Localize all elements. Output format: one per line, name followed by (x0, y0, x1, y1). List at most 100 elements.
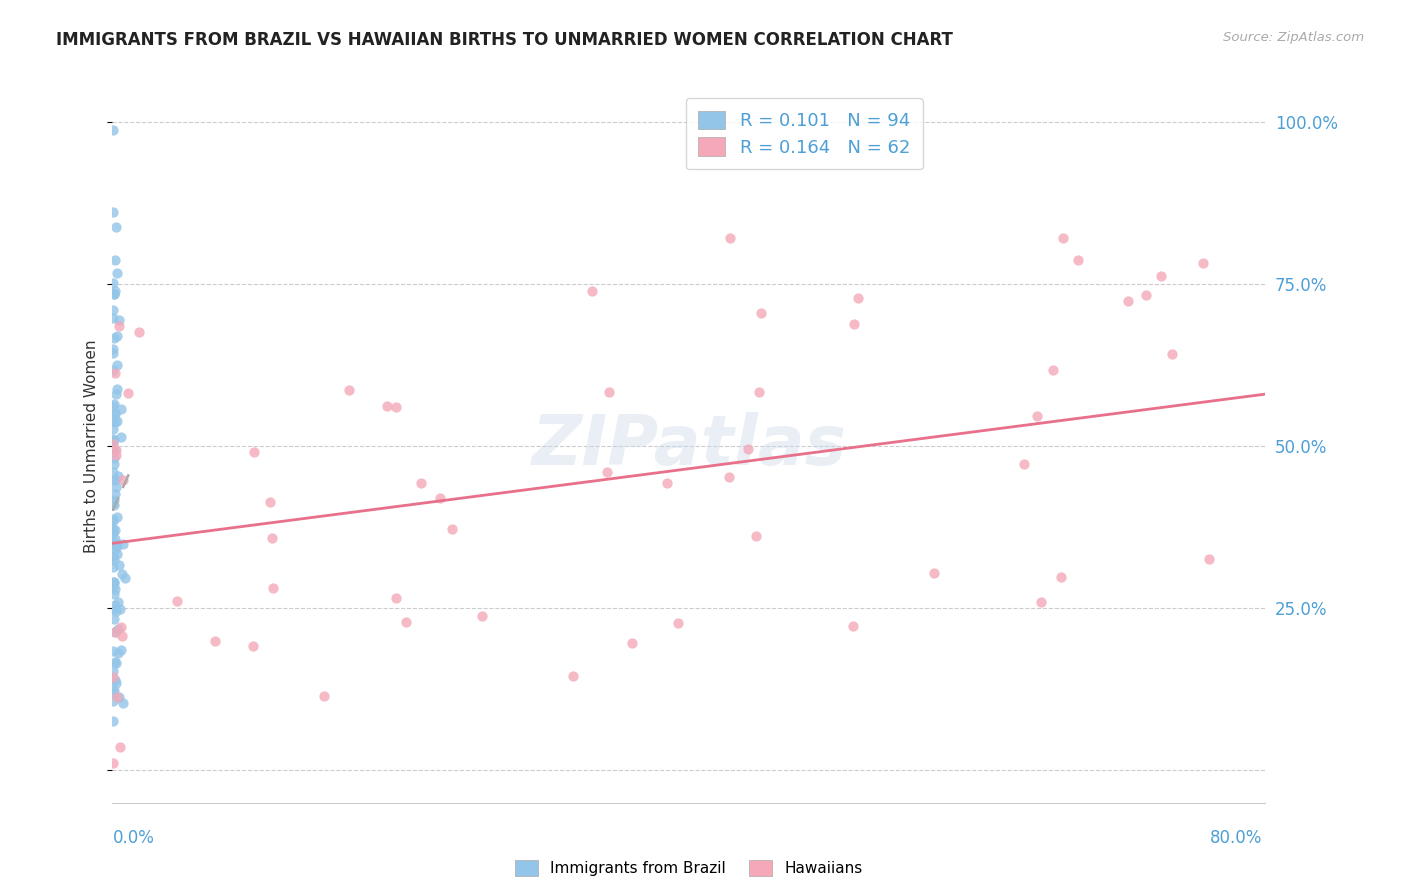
Point (745, 529, 768, 543)
Text: 0.0%: 0.0% (112, 829, 155, 847)
Point (105, 547, 128, 561)
Point (104, 676, 127, 690)
Point (103, 549, 125, 564)
Point (409, 476, 432, 491)
Point (108, 602, 131, 616)
Point (101, 511, 124, 525)
Point (103, 442, 125, 456)
Point (1012, 457, 1035, 471)
Point (110, 643, 132, 657)
Point (657, 475, 679, 490)
Point (101, 363, 124, 377)
Point (103, 625, 125, 640)
Point (737, 442, 759, 456)
Point (103, 655, 125, 669)
Point (1042, 363, 1064, 377)
Point (105, 266, 128, 280)
Point (1118, 293, 1140, 308)
Point (101, 442, 124, 456)
Point (596, 465, 619, 479)
Point (922, 566, 945, 580)
Point (104, 474, 127, 488)
Point (111, 537, 134, 551)
Point (105, 442, 128, 457)
Point (111, 697, 134, 711)
Point (108, 558, 131, 572)
Point (581, 285, 603, 299)
Point (104, 673, 127, 687)
Point (103, 331, 125, 345)
Text: 80.0%: 80.0% (1211, 829, 1263, 847)
Point (105, 537, 128, 551)
Point (107, 690, 129, 704)
Point (103, 286, 125, 301)
Point (114, 571, 136, 585)
Point (718, 231, 741, 245)
Point (128, 325, 150, 339)
Point (101, 535, 124, 549)
Point (101, 685, 124, 699)
Point (103, 574, 125, 589)
Point (105, 382, 128, 396)
Point (1135, 288, 1157, 302)
Point (620, 636, 643, 650)
Point (103, 664, 125, 678)
Point (377, 399, 399, 413)
Point (104, 582, 127, 597)
Point (1150, 268, 1173, 283)
Text: IMMIGRANTS FROM BRAZIL VS HAWAIIAN BIRTHS TO UNMARRIED WOMEN CORRELATION CHART: IMMIGRANTS FROM BRAZIL VS HAWAIIAN BIRTH… (56, 31, 953, 49)
Point (103, 287, 125, 301)
Point (166, 594, 188, 608)
Y-axis label: Births to Unmarried Women: Births to Unmarried Women (84, 339, 100, 553)
Point (103, 576, 125, 591)
Point (110, 740, 132, 755)
Point (1067, 253, 1090, 268)
Point (107, 469, 129, 483)
Text: ZIPatlas: ZIPatlas (531, 412, 846, 480)
Point (104, 604, 127, 618)
Point (101, 522, 124, 536)
Point (242, 640, 264, 654)
Point (105, 541, 128, 555)
Point (103, 450, 125, 465)
Point (111, 473, 134, 487)
Point (395, 615, 418, 629)
Point (101, 714, 124, 728)
Point (105, 220, 128, 235)
Point (101, 413, 124, 427)
Point (107, 646, 129, 660)
Point (110, 620, 132, 634)
Point (103, 612, 125, 626)
Point (105, 539, 128, 553)
Point (104, 406, 127, 420)
Point (103, 473, 125, 487)
Point (844, 317, 866, 331)
Point (111, 629, 134, 643)
Point (204, 633, 226, 648)
Point (105, 329, 128, 343)
Point (105, 359, 128, 373)
Point (1052, 230, 1074, 244)
Point (104, 366, 127, 380)
Point (101, 694, 124, 708)
Point (110, 430, 132, 444)
Point (105, 656, 128, 670)
Point (748, 385, 770, 400)
Point (101, 432, 124, 446)
Point (101, 466, 124, 480)
Point (262, 582, 284, 596)
Point (101, 559, 124, 574)
Point (108, 319, 131, 334)
Legend: Immigrants from Brazil, Hawaiians: Immigrants from Brazil, Hawaiians (509, 855, 869, 882)
Point (103, 396, 125, 410)
Point (103, 683, 125, 698)
Point (101, 310, 124, 325)
Point (103, 644, 125, 658)
Point (101, 276, 124, 290)
Point (107, 622, 129, 636)
Point (101, 437, 124, 451)
Point (103, 499, 125, 513)
Point (842, 619, 865, 633)
Point (104, 252, 127, 267)
Point (103, 496, 125, 510)
